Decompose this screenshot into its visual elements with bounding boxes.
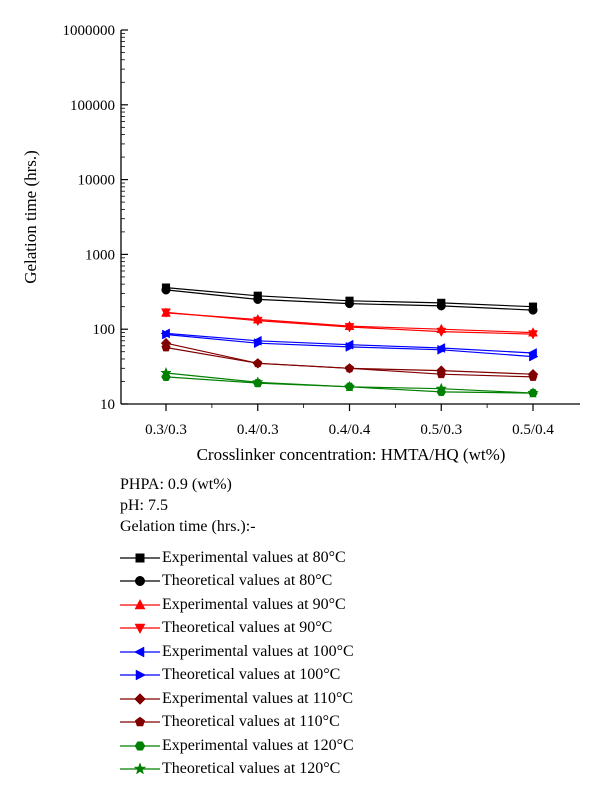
data-point [345, 341, 355, 352]
legend-swatch [120, 646, 160, 658]
legend-item: Theoretical values at 90°C [120, 617, 354, 641]
legend-swatch [120, 669, 160, 681]
data-point [344, 299, 355, 309]
data-point [436, 369, 446, 379]
x-tick-label: 0.4/0.4 [329, 422, 371, 438]
legend-label: Experimental values at 80°C [162, 548, 346, 566]
data-point [162, 329, 172, 340]
data-point [435, 382, 448, 394]
legend-item: Theoretical values at 120°C [120, 758, 354, 782]
data-point [527, 386, 539, 398]
data-point [436, 301, 446, 311]
y-axis-label: Gelation time (hrs.) [21, 150, 40, 284]
y-tick-label: 10000 [78, 173, 116, 189]
legend-item: Experimental values at 120°C [120, 734, 354, 758]
x-tick-label: 0.3/0.3 [145, 422, 187, 438]
data-point [528, 305, 538, 315]
legend-swatch [120, 576, 160, 587]
legend-heading: Gelation time (hrs.):- [120, 518, 256, 535]
legend-item: Experimental values at 100°C [120, 640, 354, 664]
legend-swatch [120, 624, 160, 635]
x-tick-label: 0.5/0.4 [512, 422, 554, 438]
series-9 [160, 366, 539, 398]
legend-item: Theoretical values at 80°C [120, 570, 354, 594]
data-point [344, 363, 355, 373]
data-point [344, 323, 355, 333]
chart: 10 100 1000 10000 100000 1000000 0.3/0.3 0.4/0.… [21, 23, 580, 464]
y-tick-label: 100000 [70, 98, 115, 114]
legend-item: Theoretical values at 110°C [120, 711, 354, 735]
data-point [161, 308, 171, 318]
x-axis-label: Crosslinker concentration: HMTA/HQ (wt%) [197, 445, 506, 464]
series-3 [161, 308, 538, 340]
legend-label: Theoretical values at 100°C [162, 666, 341, 684]
legend-label: Theoretical values at 80°C [162, 572, 333, 590]
legend-item: Experimental values at 90°C [120, 593, 354, 617]
data-point [343, 380, 356, 392]
series-1 [161, 285, 538, 315]
phpa-note: PHPA: 0.9 (wt%) [120, 476, 232, 493]
data-point [160, 366, 172, 378]
legend-label: Experimental values at 120°C [162, 736, 354, 754]
series-7 [161, 342, 538, 381]
y-tick-label: 1000000 [63, 23, 116, 39]
y-tick-label: 1000 [85, 247, 115, 263]
legend-label: Theoretical values at 120°C [162, 760, 341, 778]
data-point [253, 338, 264, 349]
x-tick-label: 0.4/0.3 [237, 422, 279, 438]
data-point [253, 294, 263, 304]
ph-note: pH: 7.5 [120, 497, 168, 514]
y-tick-label: 100 [93, 322, 116, 338]
data-point [253, 358, 263, 368]
data-point [252, 316, 263, 327]
legend-swatch [120, 741, 160, 751]
data-point [437, 344, 447, 355]
chart-notes: PHPA: 0.9 (wt%) pH: 7.5 Gelation time (h… [120, 474, 256, 537]
legend-label: Experimental values at 110°C [162, 689, 354, 707]
legend-swatch [120, 553, 160, 563]
data-point [529, 351, 539, 362]
legend-swatch [120, 598, 160, 609]
y-tick-label: 10 [100, 397, 115, 413]
x-tick-label: 0.5/0.3 [420, 422, 462, 438]
legend-item: Experimental values at 110°C [120, 687, 354, 711]
legend-label: Theoretical values at 90°C [162, 619, 333, 637]
data-point [161, 285, 171, 295]
legend: Experimental values at 80°C Theoretical v… [120, 546, 354, 781]
data-point [251, 376, 264, 388]
series-5 [162, 329, 539, 362]
legend-swatch [120, 762, 160, 775]
legend-item: Experimental values at 80°C [120, 546, 354, 570]
legend-item: Theoretical values at 100°C [120, 664, 354, 688]
data-point [161, 342, 171, 352]
legend-swatch [120, 716, 160, 727]
data-point [528, 372, 538, 381]
legend-swatch [120, 692, 160, 705]
legend-label: Experimental values at 90°C [162, 595, 346, 613]
legend-label: Experimental values at 100°C [162, 642, 354, 660]
data-point [436, 327, 447, 338]
legend-label: Theoretical values at 110°C [162, 713, 340, 731]
data-point [528, 330, 538, 340]
